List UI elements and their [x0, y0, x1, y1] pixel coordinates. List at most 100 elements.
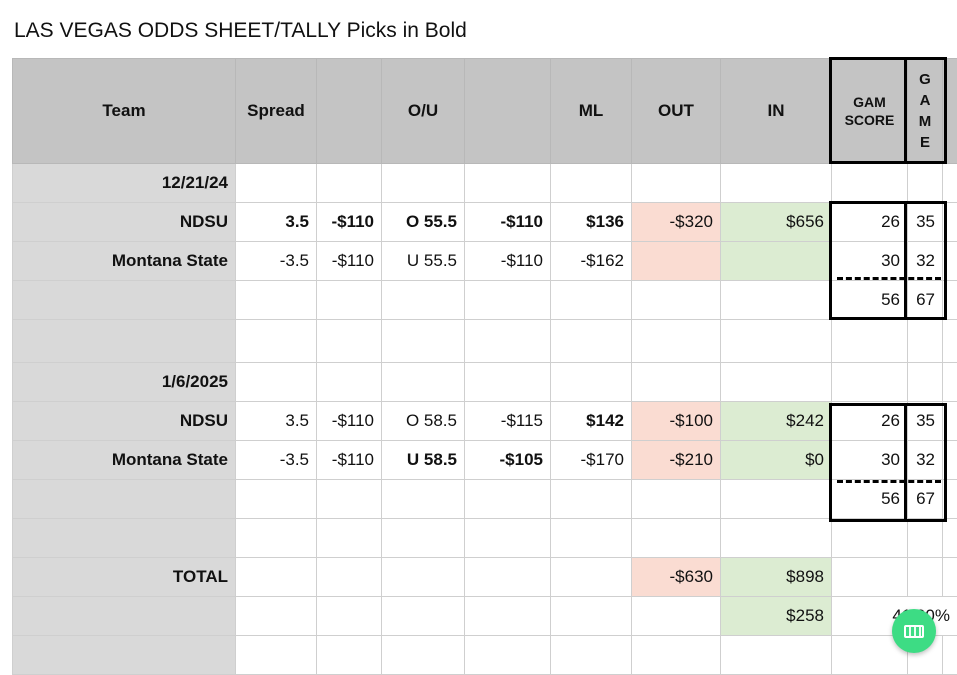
- game-total-cell[interactable]: 67: [908, 281, 943, 320]
- cell[interactable]: [908, 363, 943, 402]
- cell[interactable]: [236, 519, 317, 558]
- date-cell[interactable]: 1/6/2025: [13, 363, 236, 402]
- spread-odds-cell[interactable]: -$110: [317, 203, 382, 242]
- in-cell[interactable]: $242: [721, 402, 832, 441]
- team-cell[interactable]: [13, 281, 236, 320]
- cell[interactable]: [632, 164, 721, 203]
- cell[interactable]: [465, 558, 551, 597]
- cell[interactable]: [943, 363, 957, 402]
- spread-odds-cell[interactable]: -$110: [317, 402, 382, 441]
- team-cell[interactable]: [13, 480, 236, 519]
- cell[interactable]: [721, 164, 832, 203]
- header-spread[interactable]: Spread: [236, 59, 317, 164]
- cell[interactable]: [236, 164, 317, 203]
- cell[interactable]: [382, 164, 465, 203]
- cell[interactable]: [551, 320, 632, 363]
- cell[interactable]: [943, 519, 957, 558]
- cell[interactable]: [632, 363, 721, 402]
- cell[interactable]: [317, 597, 382, 636]
- cell[interactable]: [465, 363, 551, 402]
- cell[interactable]: [943, 164, 957, 203]
- spread-cell[interactable]: -3.5: [236, 242, 317, 281]
- cell[interactable]: [382, 558, 465, 597]
- cell[interactable]: [943, 281, 957, 320]
- cell[interactable]: [832, 519, 908, 558]
- ou-odds-cell[interactable]: -$110: [465, 242, 551, 281]
- cell[interactable]: [551, 363, 632, 402]
- out-cell[interactable]: [632, 242, 721, 281]
- team-cell[interactable]: NDSU: [13, 402, 236, 441]
- total-in-cell[interactable]: $898: [721, 558, 832, 597]
- header-extra[interactable]: [943, 59, 957, 164]
- ou-cell[interactable]: U 55.5: [382, 242, 465, 281]
- header-team[interactable]: Team: [13, 59, 236, 164]
- out-cell[interactable]: -$320: [632, 203, 721, 242]
- header-ml[interactable]: ML: [551, 59, 632, 164]
- cell[interactable]: [382, 480, 465, 519]
- cell[interactable]: [236, 281, 317, 320]
- out-cell[interactable]: -$100: [632, 402, 721, 441]
- cell[interactable]: [551, 519, 632, 558]
- cell[interactable]: [943, 480, 957, 519]
- ou-cell[interactable]: U 58.5: [382, 441, 465, 480]
- cell[interactable]: [382, 597, 465, 636]
- cell[interactable]: [382, 320, 465, 363]
- cell[interactable]: [632, 320, 721, 363]
- cell[interactable]: [908, 164, 943, 203]
- game-score-cell[interactable]: 35: [908, 203, 943, 242]
- cell[interactable]: [236, 363, 317, 402]
- spread-cell[interactable]: -3.5: [236, 441, 317, 480]
- cell[interactable]: [465, 320, 551, 363]
- cell[interactable]: [317, 320, 382, 363]
- total-label-cell[interactable]: TOTAL: [13, 558, 236, 597]
- team-cell[interactable]: [13, 597, 236, 636]
- cell[interactable]: [908, 519, 943, 558]
- cell[interactable]: [382, 281, 465, 320]
- cell[interactable]: [721, 519, 832, 558]
- game-score-cell[interactable]: 35: [908, 402, 943, 441]
- cell[interactable]: [721, 480, 832, 519]
- cell[interactable]: [317, 363, 382, 402]
- game-total-cell[interactable]: 67: [908, 480, 943, 519]
- cell[interactable]: [551, 281, 632, 320]
- cell[interactable]: [632, 480, 721, 519]
- in-cell[interactable]: $656: [721, 203, 832, 242]
- cell[interactable]: [317, 164, 382, 203]
- in-cell[interactable]: [721, 242, 832, 281]
- ou-cell[interactable]: O 58.5: [382, 402, 465, 441]
- cell[interactable]: [465, 164, 551, 203]
- cell[interactable]: [382, 363, 465, 402]
- team-cell[interactable]: Montana State: [13, 242, 236, 281]
- cell[interactable]: [382, 519, 465, 558]
- cell[interactable]: [317, 558, 382, 597]
- cell[interactable]: [632, 281, 721, 320]
- team-cell[interactable]: [13, 320, 236, 363]
- cell[interactable]: [832, 320, 908, 363]
- ou-odds-cell[interactable]: -$115: [465, 402, 551, 441]
- cell[interactable]: [632, 597, 721, 636]
- cell[interactable]: [317, 281, 382, 320]
- cell[interactable]: [908, 320, 943, 363]
- gam-score-cell[interactable]: 26: [832, 402, 908, 441]
- ml-cell[interactable]: $136: [551, 203, 632, 242]
- cell[interactable]: [943, 203, 957, 242]
- cell[interactable]: [832, 558, 908, 597]
- cell[interactable]: [465, 480, 551, 519]
- cell[interactable]: [632, 519, 721, 558]
- game-score-cell[interactable]: 32: [908, 441, 943, 480]
- spread-odds-cell[interactable]: -$110: [317, 242, 382, 281]
- cell[interactable]: [236, 597, 317, 636]
- ou-cell[interactable]: O 55.5: [382, 203, 465, 242]
- in-cell[interactable]: $0: [721, 441, 832, 480]
- cell[interactable]: [832, 164, 908, 203]
- cell[interactable]: [721, 363, 832, 402]
- team-cell[interactable]: Montana State: [13, 441, 236, 480]
- date-cell[interactable]: 12/21/24: [13, 164, 236, 203]
- gam-score-cell[interactable]: 30: [832, 242, 908, 281]
- spread-cell[interactable]: 3.5: [236, 203, 317, 242]
- cell[interactable]: [551, 480, 632, 519]
- cell[interactable]: [832, 363, 908, 402]
- cell[interactable]: [943, 558, 957, 597]
- cell[interactable]: [943, 441, 957, 480]
